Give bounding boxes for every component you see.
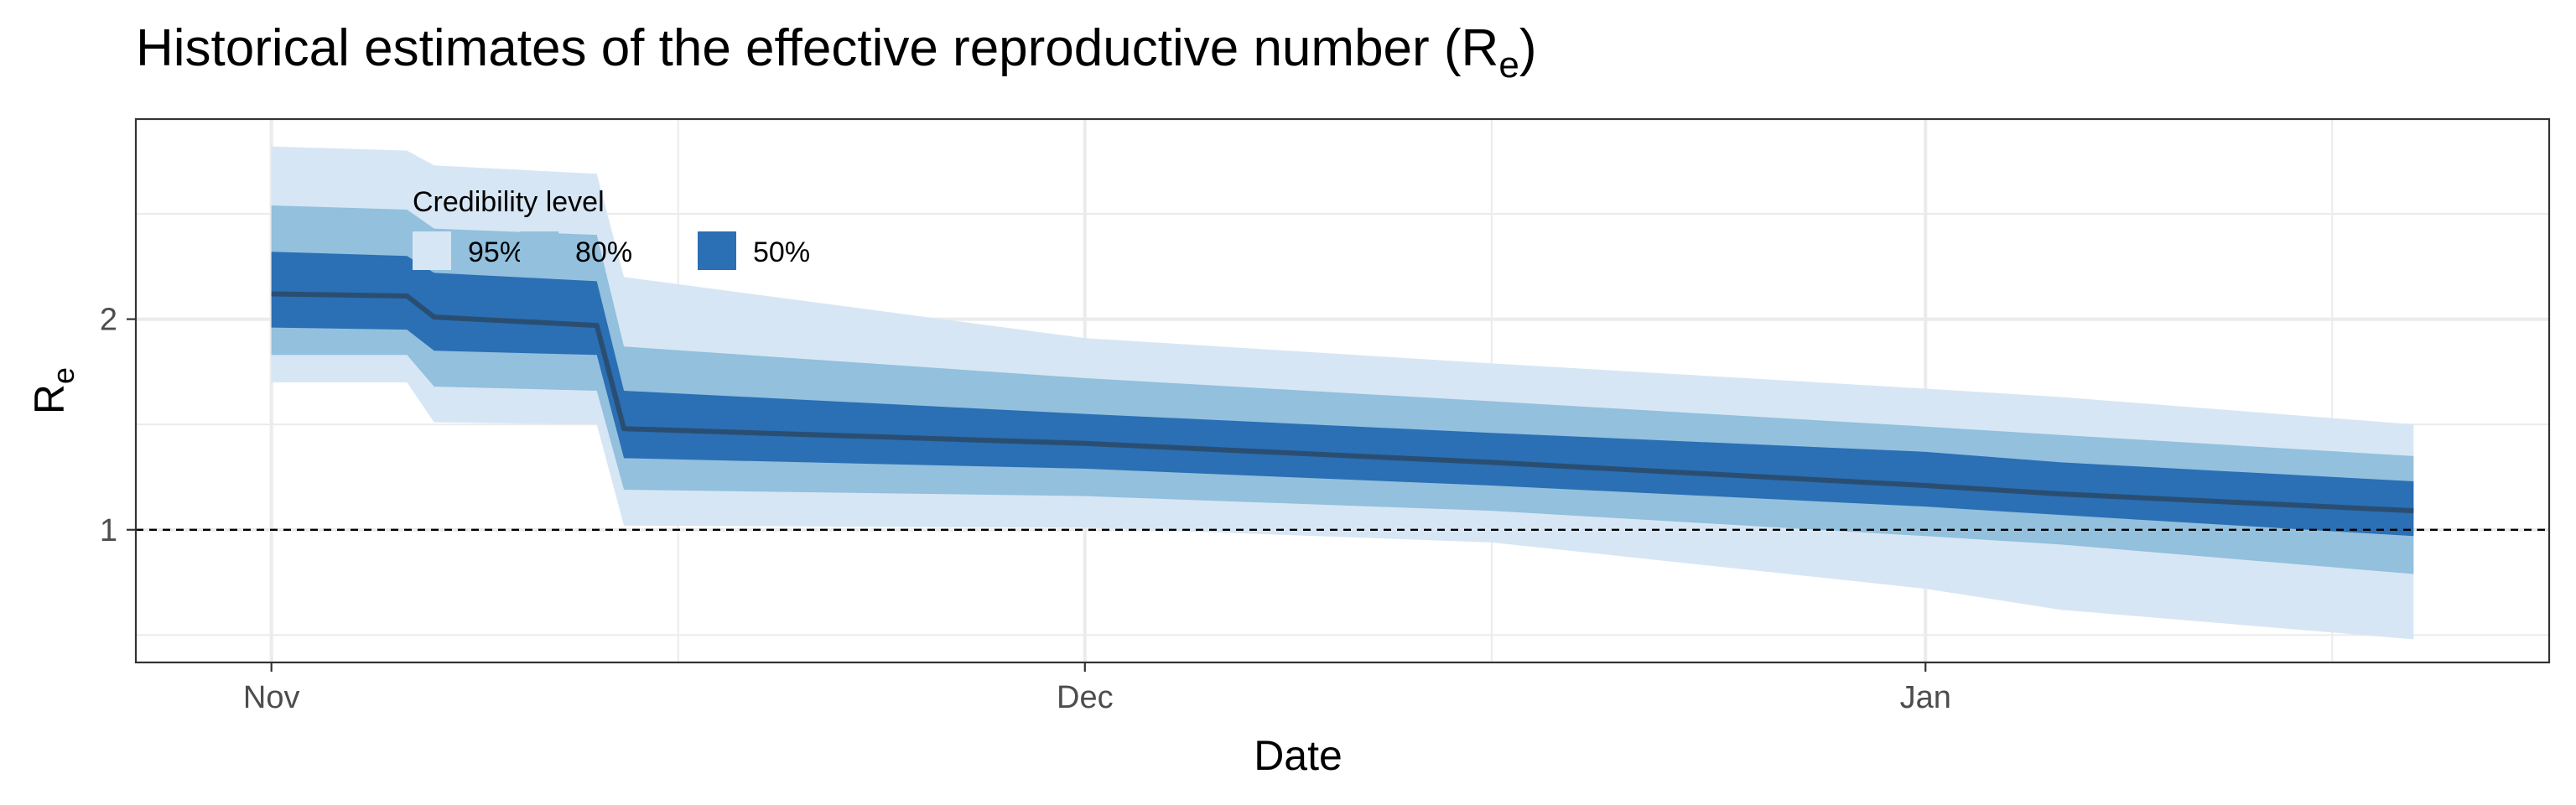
y-axis: 12 [100,303,136,548]
legend-label-50: 50% [753,236,810,268]
legend-key-50 [698,231,736,270]
median-line [271,291,2414,514]
legend-key-95 [413,231,451,270]
y-axis-title-main: R [26,384,73,414]
y-axis-title: Re [26,367,80,414]
x-tick-label: Jan [1900,680,1951,715]
legend-label-95: 95% [468,236,525,268]
chart-title-subscript: e [1498,44,1519,86]
x-axis-title: Date [1254,732,1343,779]
x-axis: Nov Dec Jan [243,662,1951,715]
y-tick-label: 2 [100,303,117,338]
x-tick-label: Nov [243,680,300,715]
ribbon-50 [271,252,2414,537]
chart-title-close: ) [1519,19,1537,77]
legend-key-80 [520,231,558,270]
x-tick-label: Dec [1057,680,1114,715]
panel-border [134,117,2551,664]
y-tick-label: 1 [100,513,117,548]
chart-title-main: Historical estimates of the effective re… [136,19,1498,77]
legend-title: Credibility level [413,186,605,218]
y-axis-title-subscript: e [46,367,80,384]
chart-title: Historical estimates of the effective re… [136,19,1536,86]
legend: Credibility level 95% 80% 50% [413,186,810,270]
legend-label-80: 80% [575,236,632,268]
median-and-reference [136,291,2549,531]
